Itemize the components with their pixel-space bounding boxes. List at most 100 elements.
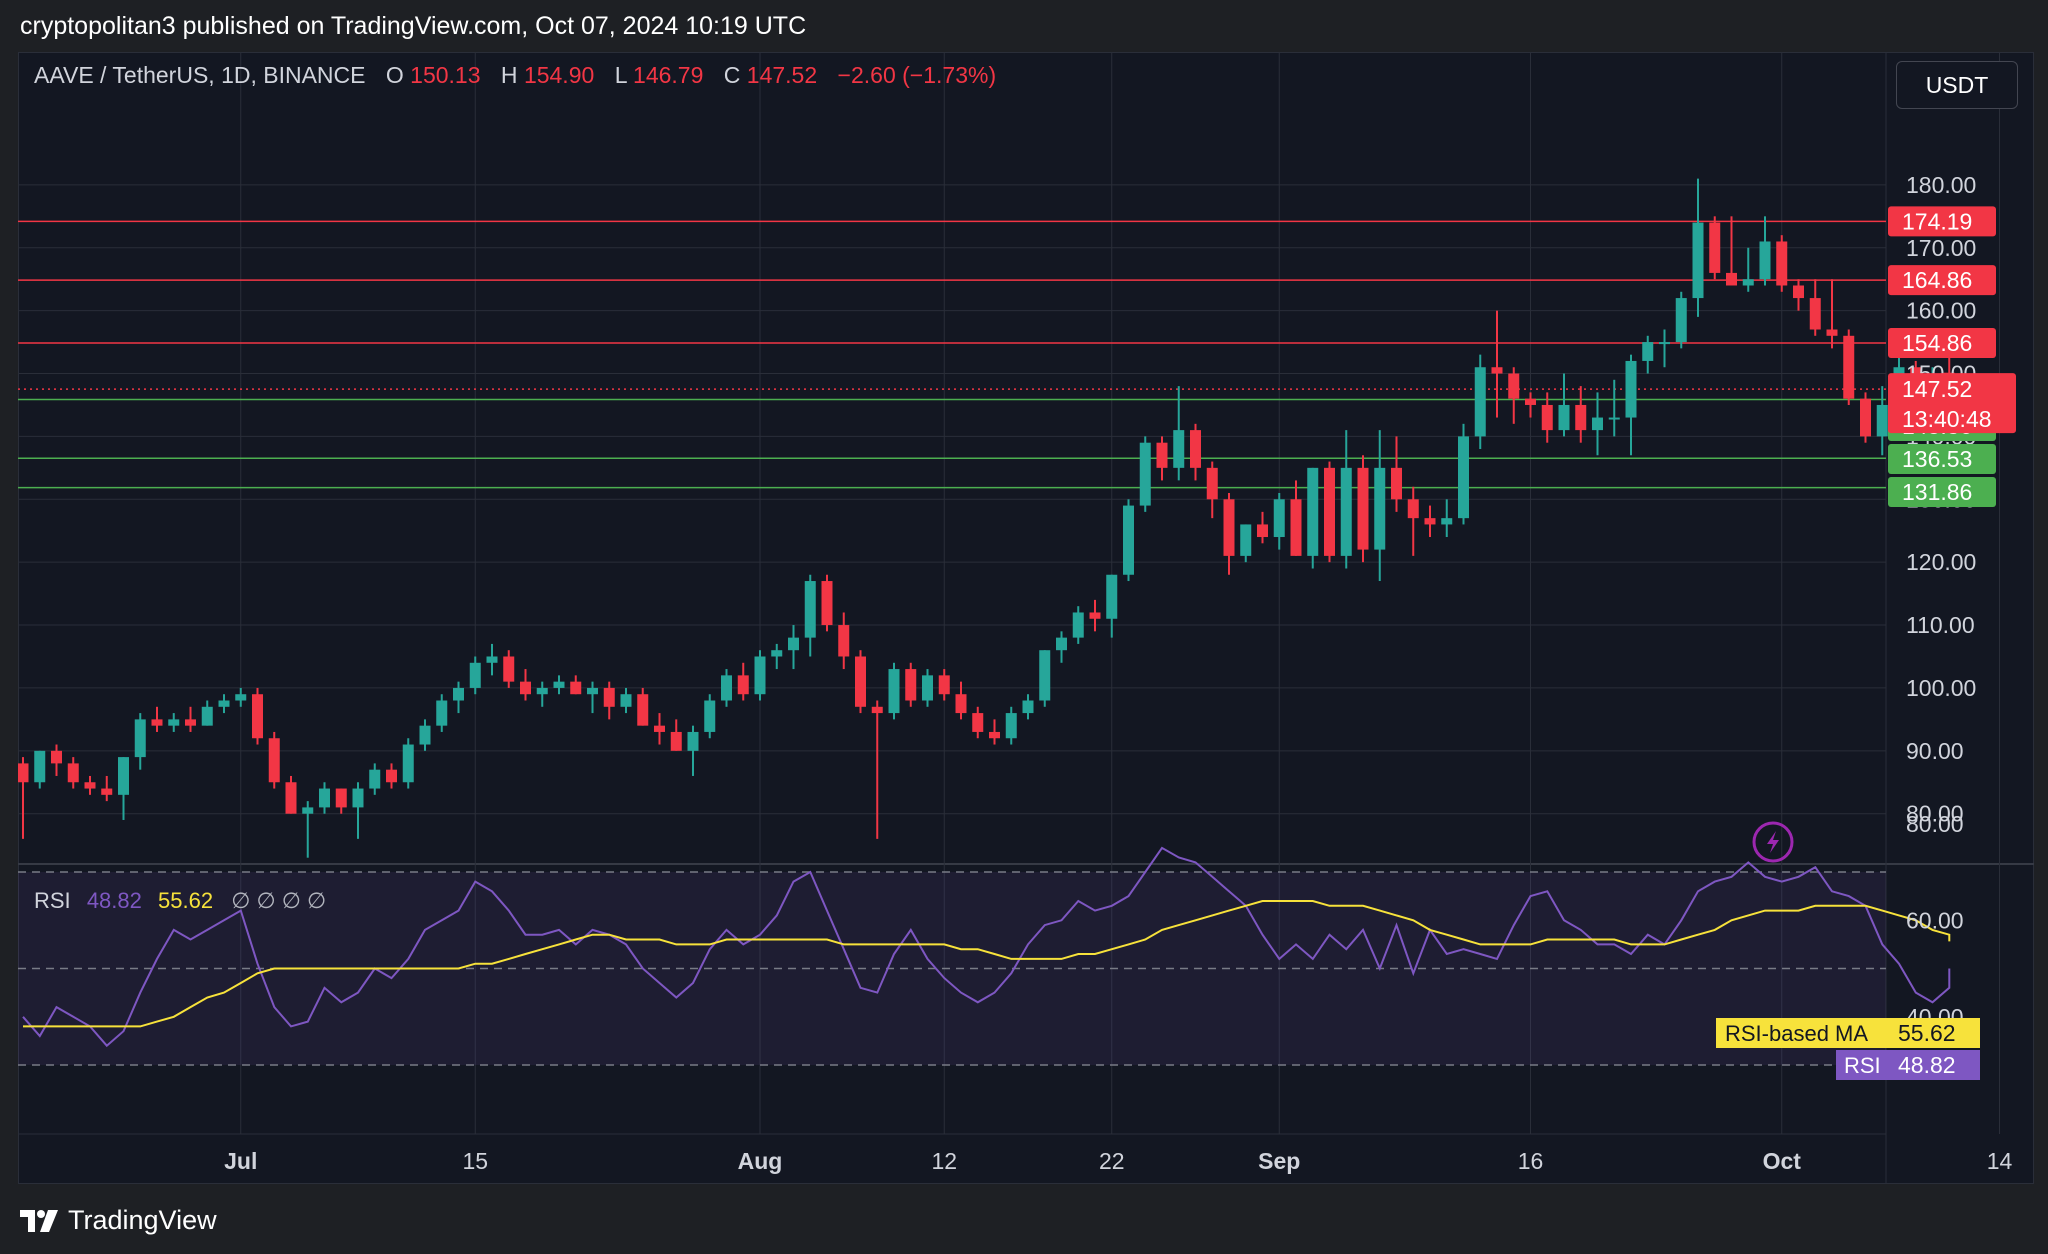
legend-close-label: C — [724, 62, 741, 88]
price-tick-label: 90.00 — [1906, 738, 1964, 764]
rsi-legend-extras: ∅ ∅ ∅ ∅ — [231, 888, 326, 913]
time-tick-label: 16 — [1518, 1148, 1544, 1174]
candle-body — [1709, 222, 1721, 273]
candle-body — [670, 731, 682, 751]
candle-body — [1625, 360, 1637, 418]
candle-body — [1809, 298, 1821, 330]
candle-body — [1742, 279, 1754, 286]
candle-body — [369, 769, 381, 789]
candle-body — [1190, 430, 1201, 468]
candle-body — [201, 706, 213, 726]
level-badge-bg — [1888, 444, 1996, 474]
countdown-label: 13:40:48 — [1902, 406, 1992, 432]
candle-body — [1441, 518, 1453, 525]
candle-body — [34, 750, 46, 783]
candle-body — [989, 731, 1000, 739]
candle-body — [1223, 499, 1235, 556]
candle-body — [1324, 467, 1335, 556]
legend-open-label: O — [386, 62, 404, 88]
footer: TradingView — [20, 1205, 217, 1236]
price-tick-label: 80.00 — [1906, 801, 1964, 827]
chart-canvas[interactable]: 80.0090.00100.00110.00120.00130.00140.00… — [18, 52, 2034, 1184]
candle-body — [1474, 367, 1486, 437]
rsi-value: 48.82 — [1898, 1052, 1956, 1078]
candle-body — [1022, 700, 1034, 714]
candle-body — [1793, 285, 1804, 299]
candle-body — [704, 700, 716, 732]
candle-body — [453, 687, 464, 701]
level-badge-bg — [1888, 477, 1996, 507]
candle-body — [151, 719, 163, 726]
candle-body — [1508, 373, 1520, 399]
candle-body — [1139, 442, 1151, 506]
candle-body — [18, 763, 29, 783]
candle-body — [620, 694, 632, 707]
legend-high: 154.90 — [524, 62, 594, 88]
candle-body — [821, 581, 833, 626]
candle-body — [1407, 499, 1419, 519]
candle-body — [737, 675, 749, 695]
price-tick-label: 160.00 — [1906, 298, 1976, 324]
footer-brand[interactable]: TradingView — [68, 1205, 217, 1235]
candle-body — [285, 782, 297, 814]
candle-body — [972, 713, 984, 732]
candle-body — [888, 669, 900, 714]
rsi-legend-value: 48.82 — [87, 888, 142, 913]
last-price-label: 147.52 — [1902, 376, 1972, 402]
candle-body — [386, 769, 397, 783]
candle-body — [252, 694, 263, 739]
candle-body — [570, 681, 582, 695]
candle-body — [905, 669, 917, 701]
rsi-pane — [18, 846, 1951, 1066]
time-tick-label: Oct — [1763, 1148, 1802, 1174]
price-tick-label: 110.00 — [1906, 612, 1975, 638]
currency-button[interactable]: USDT — [1896, 61, 2018, 109]
candle-body — [402, 744, 414, 783]
candle-body — [1726, 272, 1737, 286]
candle-body — [218, 700, 230, 707]
legend-low: 146.79 — [633, 62, 703, 88]
legend-symbol: AAVE / TetherUS, 1D, BINANCE — [34, 62, 366, 88]
candle-body — [1759, 241, 1771, 280]
candle-body — [871, 706, 883, 714]
candle-body — [352, 788, 364, 808]
candle-body — [1876, 404, 1888, 437]
candle-body — [587, 687, 598, 695]
candle-body — [1776, 241, 1788, 286]
time-tick-label: Jul — [224, 1148, 257, 1174]
lightning-icon[interactable] — [1752, 821, 1794, 863]
candle-body — [1340, 467, 1352, 556]
candles — [18, 178, 1955, 858]
candle-body — [955, 694, 967, 714]
candle-body — [1575, 404, 1587, 431]
candle-body — [67, 763, 79, 783]
candle-body — [1458, 436, 1469, 519]
candle-body — [469, 662, 481, 688]
candle-body — [754, 656, 766, 695]
level-badge: 174.19 — [1902, 208, 1972, 234]
candle-body — [319, 788, 330, 808]
time-tick-label: 15 — [462, 1148, 488, 1174]
tradingview-logo-icon[interactable] — [20, 1209, 60, 1232]
time-tick-label: 22 — [1099, 1148, 1125, 1174]
candle-body — [1642, 342, 1654, 361]
publisher-header: cryptopolitan3 published on TradingView.… — [20, 12, 807, 40]
candle-body — [1424, 518, 1436, 525]
legend-line: AAVE / TetherUS, 1D, BINANCE O 150.13 H … — [34, 62, 996, 88]
time-tick-label: 14 — [1987, 1148, 2013, 1174]
candle-body — [1357, 467, 1369, 550]
candle-body — [1056, 637, 1067, 651]
candle-body — [838, 625, 850, 657]
candle-body — [51, 750, 62, 764]
candle-body — [101, 788, 113, 795]
candle-body — [938, 675, 950, 695]
candle-body — [721, 675, 732, 701]
level-badge: 136.53 — [1902, 446, 1972, 472]
candle-body — [804, 581, 816, 638]
rsi-ma-line — [23, 900, 1951, 1028]
candle-body — [118, 757, 129, 795]
candle-body — [185, 719, 196, 726]
candle-body — [788, 637, 799, 651]
rsi-name-bg — [1836, 1050, 1888, 1080]
price-tick-label: 170.00 — [1906, 235, 1976, 261]
